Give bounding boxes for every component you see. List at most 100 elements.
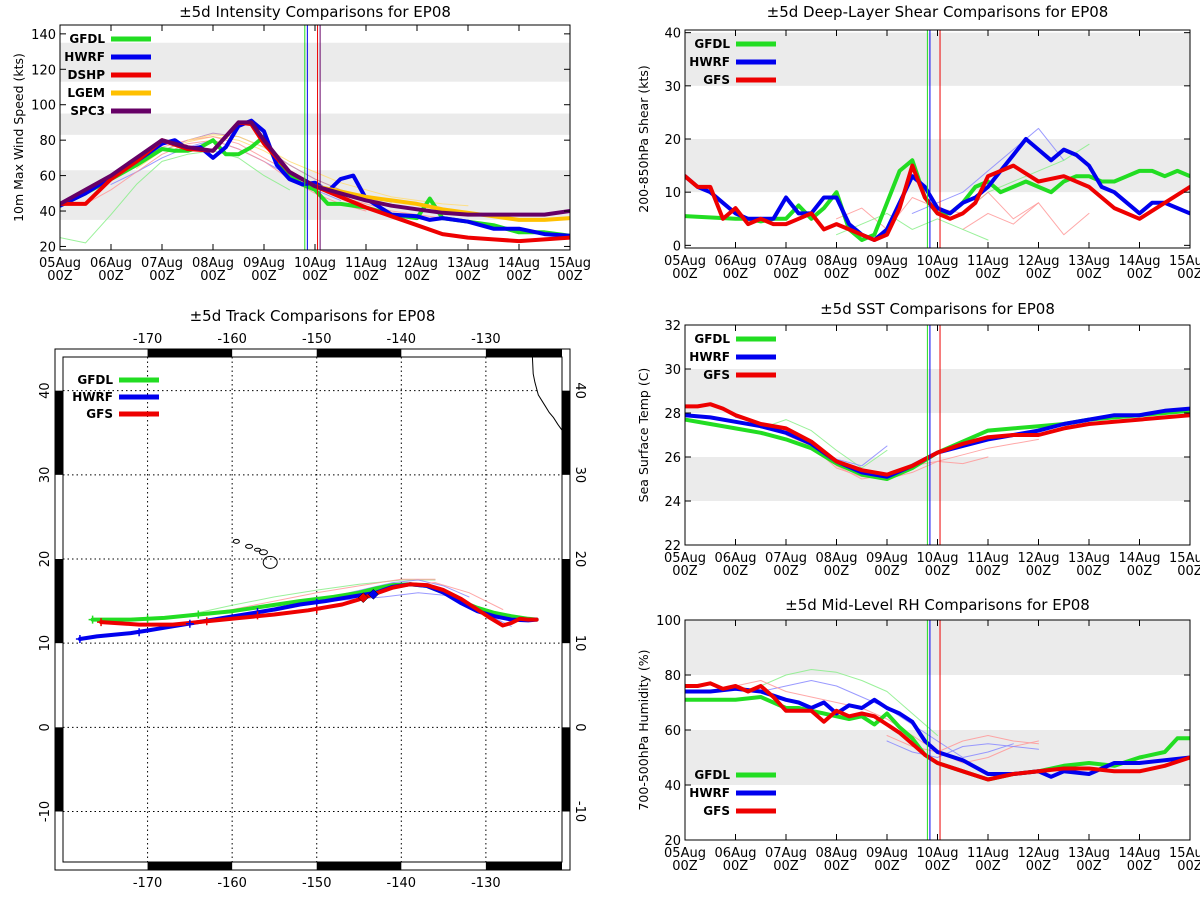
track-marker-diamond xyxy=(368,588,379,600)
sst-legend-label: GFS xyxy=(703,368,730,382)
intensity-band xyxy=(60,170,570,220)
track-ytick-label: -10 xyxy=(38,801,53,822)
shear-ytick-label: 40 xyxy=(664,27,681,42)
track-border-bar xyxy=(316,349,402,357)
intensity-xtick-hour: 00Z xyxy=(47,269,73,284)
rh-series-gfs-prior xyxy=(735,680,1039,764)
sst-chart: 22242628303205Aug00Z06Aug00Z07Aug00Z08Au… xyxy=(636,300,1200,579)
track-ytick-label: 30 xyxy=(572,467,587,484)
shear-xtick-label: 10Aug xyxy=(917,254,959,269)
shear-legend-label: GFS xyxy=(703,73,730,87)
shear-xtick-hour: 00Z xyxy=(925,267,951,282)
track-marker-plus xyxy=(135,628,144,637)
sst-xtick-hour: 00Z xyxy=(1177,564,1200,579)
sst-xtick-label: 12Aug xyxy=(1018,551,1060,566)
rh-xtick-label: 10Aug xyxy=(917,846,959,861)
shear-xtick-label: 11Aug xyxy=(967,254,1009,269)
shear-xtick-hour: 00Z xyxy=(975,267,1001,282)
hawaii-island xyxy=(232,538,240,544)
track-xtick-label: -140 xyxy=(387,876,417,891)
track-marker-diamond xyxy=(357,592,369,604)
intensity-ytick-label: 60 xyxy=(39,170,56,185)
rh-legend-label: GFS xyxy=(703,804,730,818)
sst-xtick-label: 09Aug xyxy=(866,551,908,566)
sst-xtick-label: 11Aug xyxy=(967,551,1009,566)
track-ytick-label: 0 xyxy=(572,723,587,731)
intensity-title: ±5d Intensity Comparisons for EP08 xyxy=(179,3,451,21)
track-marker-plus xyxy=(143,614,152,623)
shear-xtick-label: 07Aug xyxy=(765,254,807,269)
track-border-bar xyxy=(147,349,233,357)
sst-series-gfdl-prior xyxy=(760,419,888,469)
sst-ytick-label: 32 xyxy=(664,319,681,334)
intensity-xtick-label: 11Aug xyxy=(345,256,387,271)
shear-xtick-label: 13Aug xyxy=(1068,254,1110,269)
intensity-ylabel: 10m Max Wind Speed (kts) xyxy=(11,53,26,222)
rh-xtick-hour: 00Z xyxy=(672,859,698,874)
intensity-xtick-label: 13Aug xyxy=(447,256,489,271)
intensity-xtick-hour: 00Z xyxy=(506,269,532,284)
track-xtick-label: -140 xyxy=(387,332,417,347)
rh-xtick-hour: 00Z xyxy=(1026,859,1052,874)
intensity-xtick-hour: 00Z xyxy=(557,269,583,284)
track-marker-plus xyxy=(194,610,203,619)
track-legend-label: GFDL xyxy=(77,373,113,387)
sst-series-group xyxy=(685,402,1190,481)
sst-xtick-label: 07Aug xyxy=(765,551,807,566)
track-xtick-label: -160 xyxy=(217,876,247,891)
shear-xtick-hour: 00Z xyxy=(672,267,698,282)
sst-xtick-hour: 00Z xyxy=(824,564,850,579)
intensity-xtick-label: 05Aug xyxy=(39,256,81,271)
sst-ytick-label: 30 xyxy=(664,363,681,378)
intensity-ytick-label: 20 xyxy=(39,240,56,255)
sst-xtick-label: 08Aug xyxy=(816,551,858,566)
hawaii-island xyxy=(245,543,254,549)
intensity-legend-label: HWRF xyxy=(64,50,105,64)
intensity-legend-label: DSHP xyxy=(68,68,106,82)
rh-legend-label: HWRF xyxy=(689,786,730,800)
rh-series-gfs-prior-2 xyxy=(886,735,1039,753)
shear-xtick-hour: 00Z xyxy=(773,267,799,282)
shear-xtick-hour: 00Z xyxy=(874,267,900,282)
shear-xtick-label: 08Aug xyxy=(816,254,858,269)
intensity-ytick-label: 40 xyxy=(39,205,56,220)
shear-ytick-label: 20 xyxy=(664,133,681,148)
sst-xtick-hour: 00Z xyxy=(672,564,698,579)
intensity-xtick-label: 15Aug xyxy=(549,256,591,271)
rh-series-gfdl-prior xyxy=(760,669,938,736)
shear-xtick-hour: 00Z xyxy=(1026,267,1052,282)
intensity-xtick-label: 10Aug xyxy=(294,256,336,271)
rh-xtick-hour: 00Z xyxy=(1127,859,1153,874)
sst-legend-label: GFDL xyxy=(694,332,730,346)
intensity-series-hwrf xyxy=(60,118,570,238)
shear-series-gfdl-prior-2 xyxy=(836,212,989,241)
rh-series-group xyxy=(685,669,1190,782)
track-border-bar xyxy=(55,390,63,475)
intensity-series-spc3 xyxy=(60,120,570,217)
track-ytick-label: 10 xyxy=(38,635,53,652)
sst-xtick-label: 06Aug xyxy=(715,551,757,566)
hawaii-island xyxy=(258,549,268,556)
intensity-xtick-hour: 00Z xyxy=(353,269,379,284)
rh-xtick-label: 08Aug xyxy=(816,846,858,861)
shear-xtick-label: 15Aug xyxy=(1169,254,1200,269)
rh-xtick-label: 13Aug xyxy=(1068,846,1110,861)
track-marker-plus xyxy=(75,634,84,643)
shear-series-gfs-prior-2 xyxy=(962,202,1090,236)
track-chart: -170 -170 -160 -160 -150 -150 -140 -140 -130 -130… xyxy=(38,307,587,891)
rh-legend-label: GFDL xyxy=(694,768,730,782)
rh-xtick-label: 12Aug xyxy=(1018,846,1060,861)
intensity-xtick-label: 07Aug xyxy=(141,256,183,271)
track-marker-plus xyxy=(312,605,321,614)
shear-xtick-hour: 00Z xyxy=(1076,267,1102,282)
rh-xtick-label: 09Aug xyxy=(866,846,908,861)
shear-series-group xyxy=(685,127,1190,242)
intensity-xtick-label: 12Aug xyxy=(396,256,438,271)
shear-xtick-hour: 00Z xyxy=(723,267,749,282)
track-legend-label: HWRF xyxy=(72,390,113,404)
rh-chart: 2040608010005Aug00Z06Aug00Z07Aug00Z08Aug… xyxy=(636,596,1200,874)
track-xtick-label: -170 xyxy=(133,876,163,891)
rh-ytick-label: 80 xyxy=(664,669,681,684)
shear-xtick-label: 09Aug xyxy=(866,254,908,269)
sst-xtick-label: 10Aug xyxy=(917,551,959,566)
